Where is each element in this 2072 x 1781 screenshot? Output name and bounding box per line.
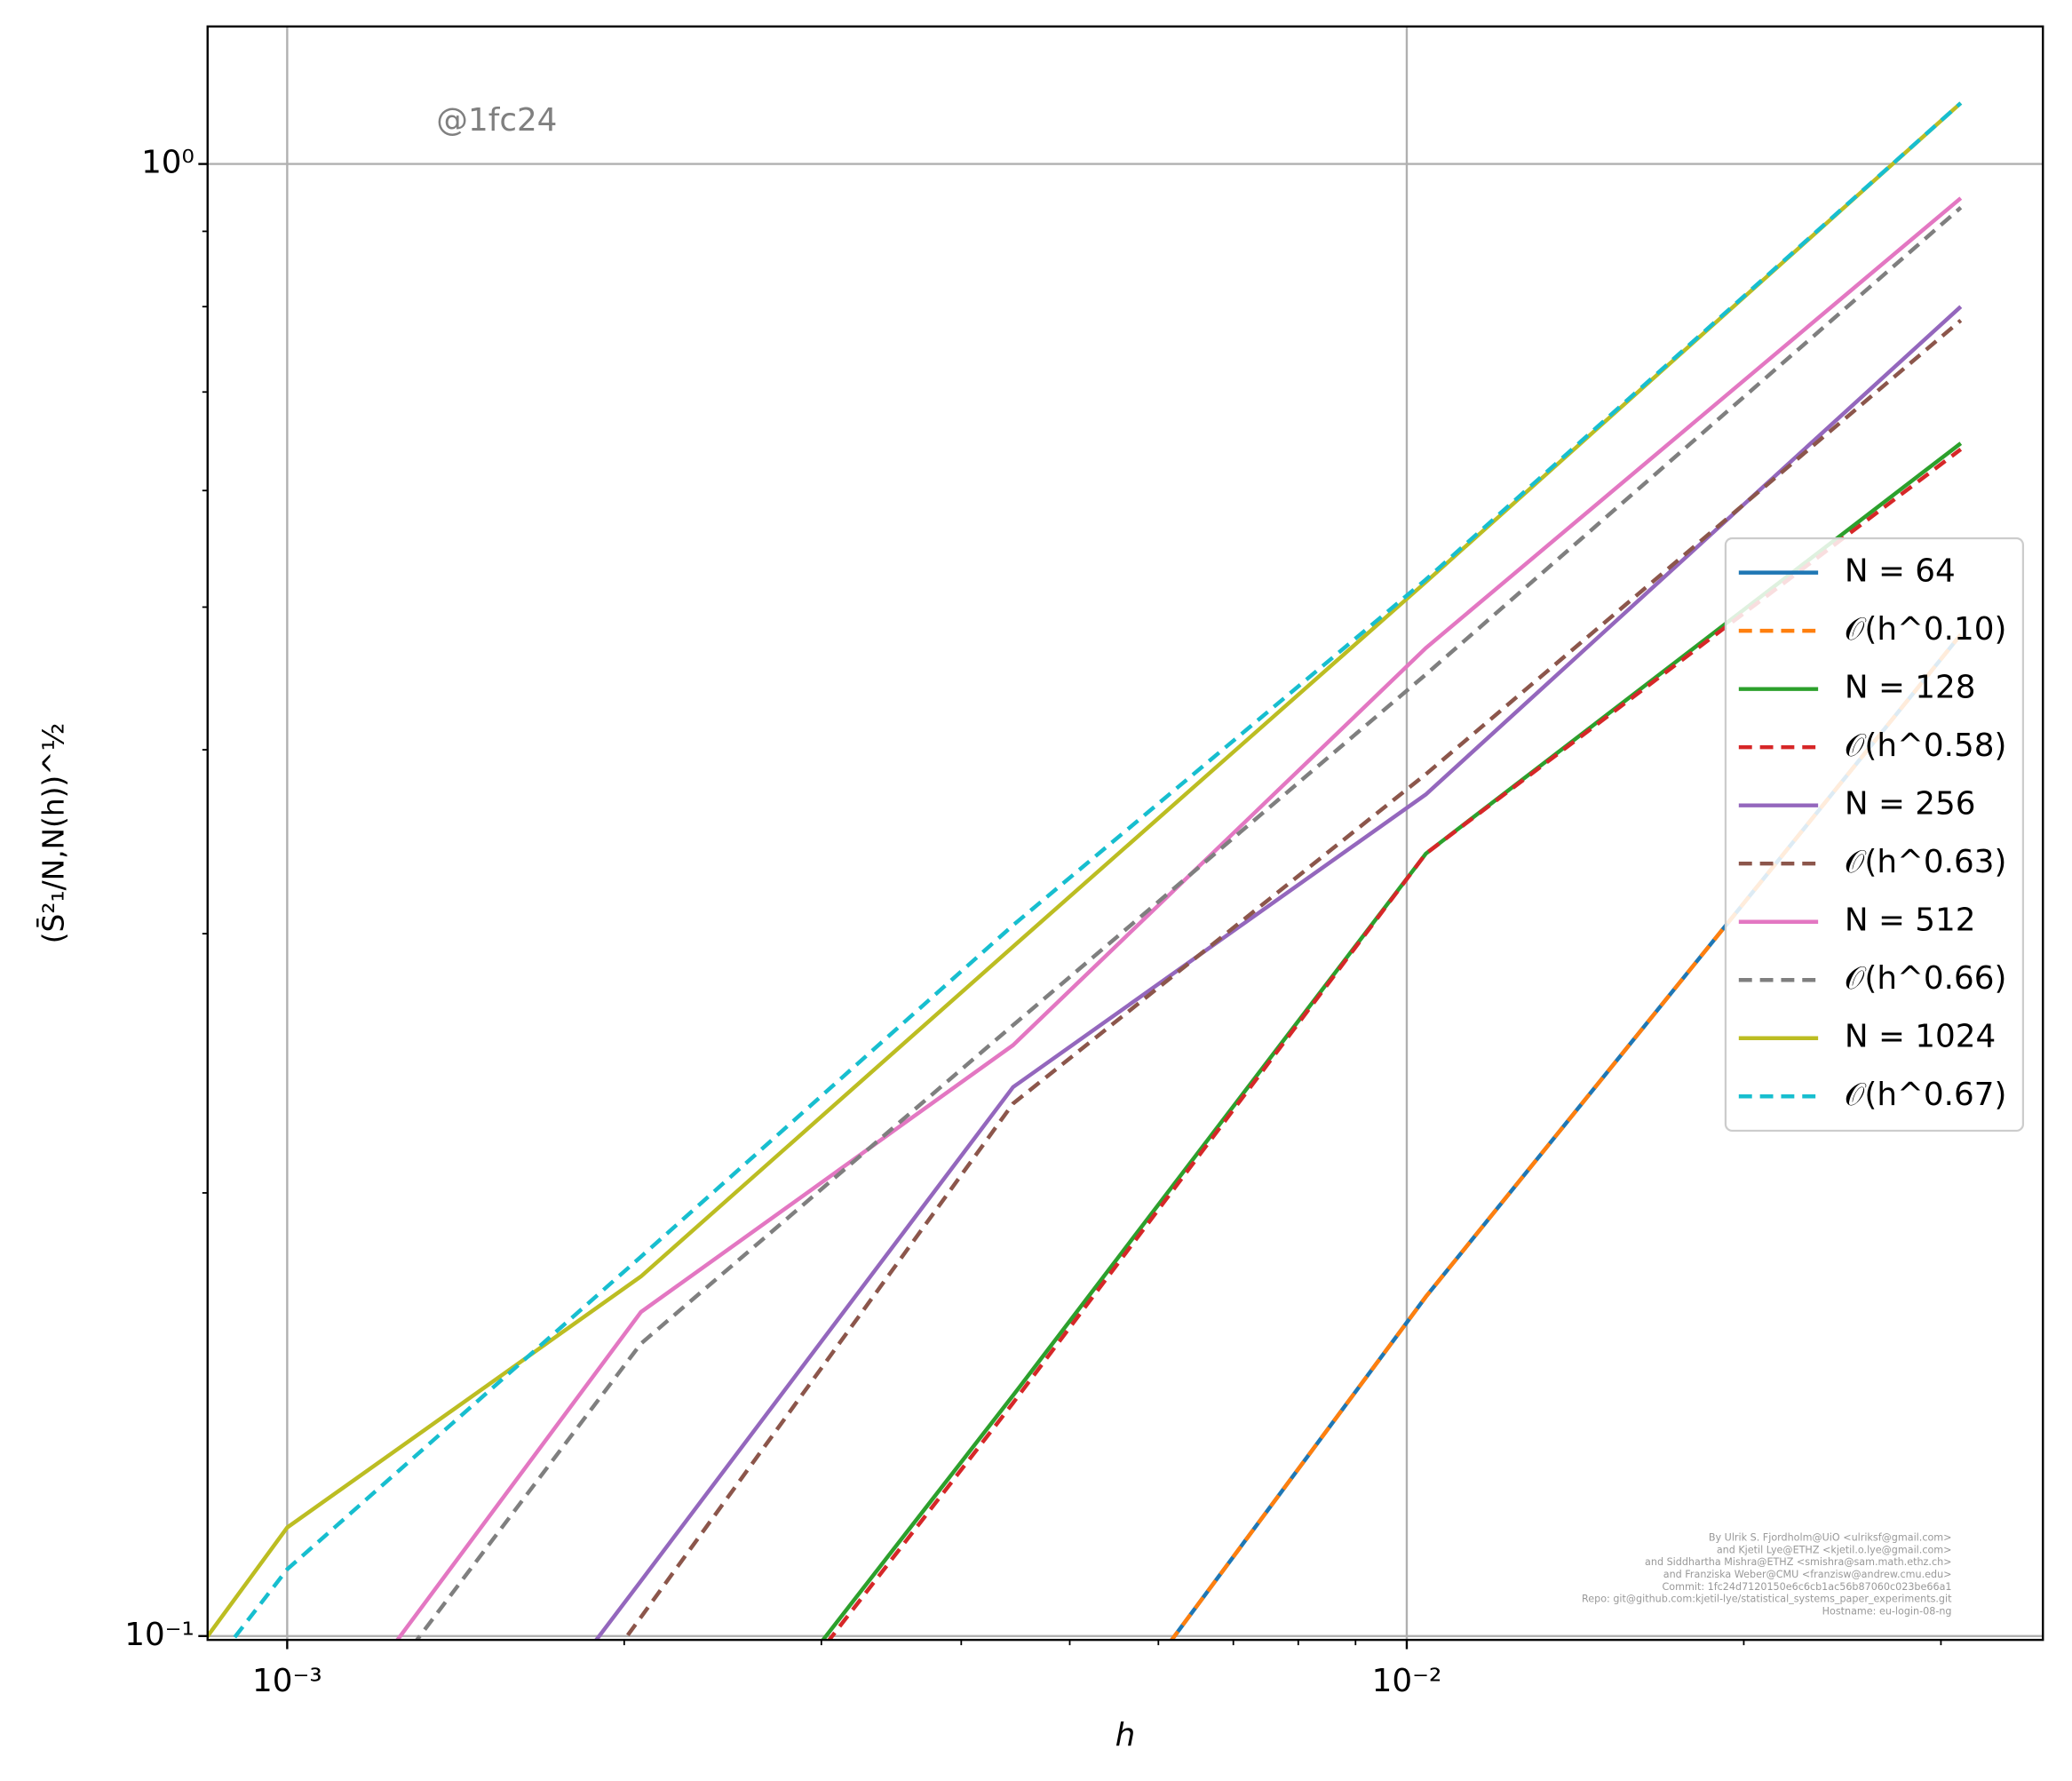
legend-label: N = 1024 [1845,1019,1996,1055]
series-line [1169,632,1963,1641]
y-tick-label: 10⁻¹ [124,1617,194,1653]
y-axis-label: (S̄²₁/N,N(h))^½ [36,723,71,944]
series-line [593,305,1963,1641]
plot-area [207,101,1963,1641]
footer-note: and Franziska Weber@CMU <franzisw@andrew… [1663,1569,1952,1580]
x-tick-label: 10⁻³ [252,1663,322,1699]
y-tick-label: 10⁰ [141,145,194,181]
series-line [230,101,1963,1641]
legend-label: 𝒪(h^0.66) [1845,960,2006,997]
legend-label: N = 64 [1845,553,1956,590]
legend-label: N = 512 [1845,902,1976,939]
x-tick-label: 10⁻² [1372,1663,1442,1699]
footer-note: Commit: 1fc24d7120150e6c6cb1ac56b87060c0… [1663,1581,1952,1593]
series-line [826,448,1963,1641]
legend-label: 𝒪(h^0.67) [1845,1077,2006,1113]
legend-label: 𝒪(h^0.58) [1845,728,2006,764]
x-axis-label: h [1115,1717,1136,1753]
legend-box [1724,537,2025,1133]
series-line [622,318,1963,1641]
legend-label: N = 256 [1845,786,1976,823]
footer-note: and Siddhartha Mishra@ETHZ <smishra@sam.… [1645,1556,1951,1568]
footer-note: Hostname: eu-login-08-ng [1822,1606,1952,1618]
watermark: @1fc24 [436,102,557,139]
series-line [394,196,1963,1641]
series-line [414,206,1963,1641]
series-line [207,101,1963,1640]
legend-label: 𝒪(h^0.63) [1845,844,2006,880]
series-line [1169,632,1963,1641]
axes-frame [206,25,2044,1642]
legend-label: N = 128 [1845,670,1976,706]
legend-label: 𝒪(h^0.10) [1845,611,2006,648]
footer-note: Repo: git@github.com:kjetil-lye/statisti… [1582,1594,1952,1605]
footer-note: and Kjetil Lye@ETHZ <kjetil.o.lye@gmail.… [1717,1544,1952,1555]
footer-note: By Ulrik S. Fjordholm@UiO <ulriksf@gmail… [1709,1532,1952,1544]
